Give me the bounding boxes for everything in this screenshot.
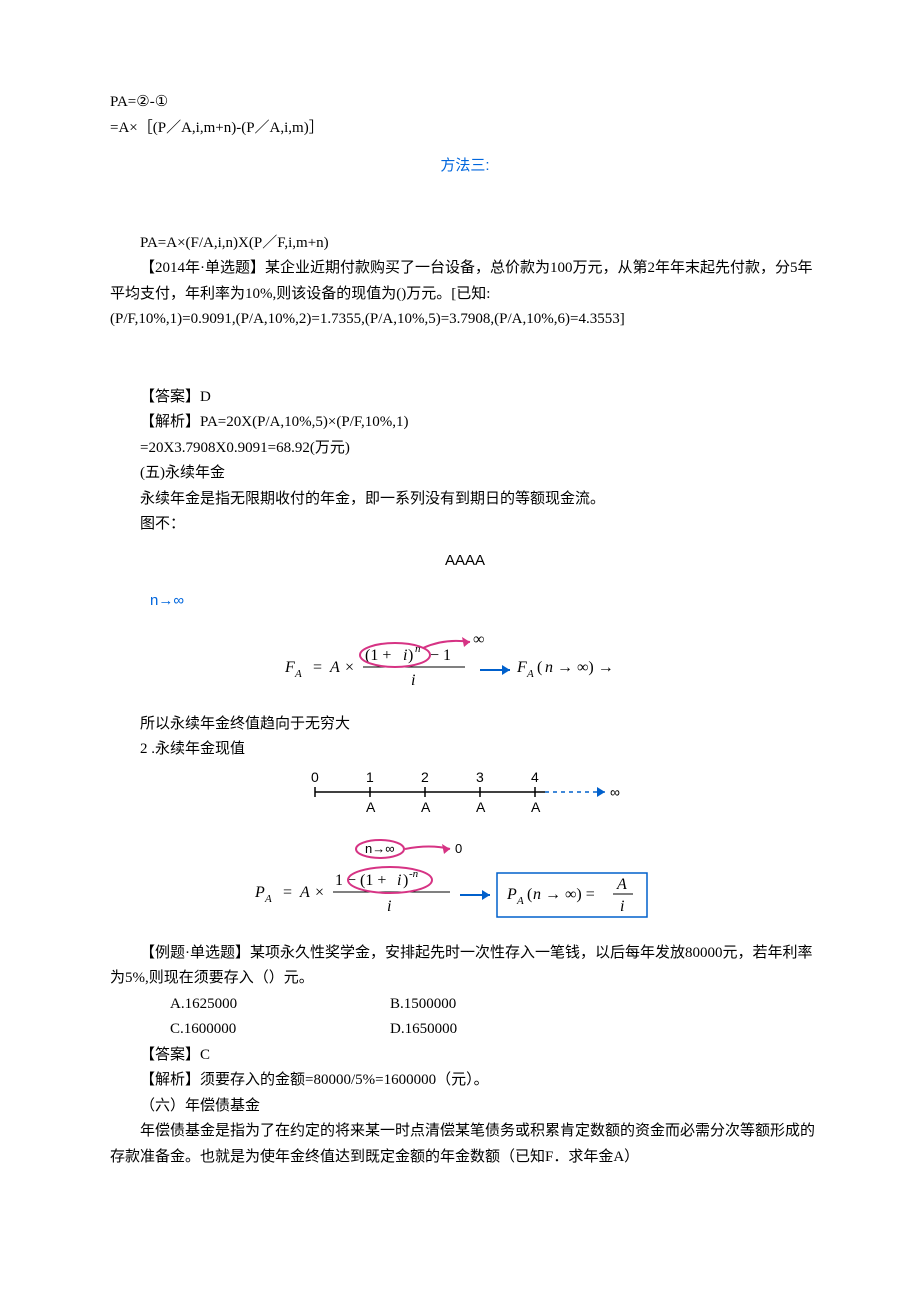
svg-text:→ ∞) =: → ∞) = (545, 886, 595, 903)
section-5-desc: 永续年金是指无限期收付的年金，即一系列没有到期日的等额现金流。 (110, 487, 820, 513)
question-1-given: (P/F,10%,1)=0.9091,(P/A,10%,2)=1.7355,(P… (110, 307, 820, 333)
svg-text:): ) (403, 872, 408, 889)
svg-text:A: A (366, 799, 376, 815)
svg-text:A: A (516, 895, 524, 907)
answer-2: 【答案】C (110, 1043, 820, 1069)
svg-text:A: A (294, 668, 302, 680)
pv-title: 2 .永续年金现值 (110, 737, 820, 763)
svg-text:A: A (526, 668, 534, 680)
svg-text:×: × (345, 659, 354, 676)
option-b: B.1500000 (360, 992, 456, 1018)
svg-text:A: A (616, 876, 627, 893)
method-label: 方法三: (110, 153, 820, 179)
svg-text:n→∞: n→∞ (365, 841, 395, 856)
svg-text:→ ∞) →: → ∞) → (557, 659, 614, 676)
letters-aaaa: AAAA (110, 548, 820, 574)
svg-text:i: i (620, 898, 624, 915)
svg-text:− 1: − 1 (430, 647, 451, 664)
svg-text:n: n (545, 659, 553, 676)
analysis-2: 【解析】须要存入的金额=80000/5%=1600000（元）。 (110, 1068, 820, 1094)
question-1-text: 【2014年·单选题】某企业近期付款购买了一台设备，总价款为100万元，从第2年… (110, 256, 820, 307)
pv-formula-block: n→∞ 0 P A = A × 1 − (1 + i ) -n i (110, 839, 820, 929)
svg-text:=: = (313, 659, 322, 676)
section-5-title: (五)永续年金 (110, 461, 820, 487)
svg-text:0: 0 (455, 841, 462, 856)
svg-text:P: P (506, 886, 517, 903)
n-infinity-label: n→∞ (150, 592, 184, 609)
options-row-2: C.1600000 D.1650000 (110, 1017, 820, 1043)
fv-formula-block: F A = A × (1 + i ) n − 1 i ∞ (110, 630, 820, 700)
svg-text:): ) (408, 647, 413, 664)
svg-text:F: F (516, 659, 527, 676)
svg-text:A: A (476, 799, 486, 815)
question-1-prefix: 【2014年·单选题】某企业近期付款购买了一台设备，总价款为100万元，从第2年… (110, 260, 813, 302)
question-2-text: 【例题·单选题】某项永久性奖学金，安排起先时一次性存入一笔钱，以后每年发放800… (110, 941, 820, 992)
svg-text:=: = (283, 884, 292, 901)
svg-text:4: 4 (531, 769, 539, 785)
svg-text:2: 2 (421, 769, 429, 785)
fv-conclusion: 所以永续年金终值趋向于无穷大 (110, 712, 820, 738)
pv-timeline-block: 0 1 2 3 4 ∞ A A A A (110, 767, 820, 827)
svg-text:(: ( (527, 886, 532, 903)
formula-line-1: PA=②-① (110, 90, 820, 116)
svg-text:∞: ∞ (473, 631, 484, 648)
svg-text:i: i (411, 672, 415, 689)
pv-formula-svg: n→∞ 0 P A = A × 1 − (1 + i ) -n i (235, 839, 695, 929)
analysis-1a: 【解析】PA=20X(P/A,10%,5)×(P/F,10%,1) (110, 410, 820, 436)
svg-text:F: F (284, 659, 295, 676)
option-c: C.1600000 (140, 1017, 360, 1043)
pv-timeline-svg: 0 1 2 3 4 ∞ A A A A (285, 767, 645, 827)
figure-label: 图不： (110, 512, 820, 538)
svg-text:A: A (329, 659, 340, 676)
svg-text:P: P (254, 884, 265, 901)
fv-formula-svg: F A = A × (1 + i ) n − 1 i ∞ (255, 630, 675, 700)
analysis-1b: =20X3.7908X0.9091=68.92(万元) (110, 436, 820, 462)
svg-text:i: i (397, 872, 401, 889)
svg-text:A: A (531, 799, 541, 815)
section-6-desc: 年偿债基金是指为了在约定的将来某一时点清偿某笔债务或积累肯定数额的资金而必需分次… (110, 1119, 820, 1170)
svg-text:A: A (264, 893, 272, 905)
svg-text:1: 1 (366, 769, 374, 785)
svg-text:3: 3 (476, 769, 484, 785)
svg-text:n: n (533, 886, 541, 903)
svg-text:A: A (421, 799, 431, 815)
option-a: A.1625000 (140, 992, 360, 1018)
option-d: D.1650000 (360, 1017, 457, 1043)
svg-text:A: A (299, 884, 310, 901)
svg-text:∞: ∞ (610, 784, 620, 800)
svg-text:(1 +: (1 + (365, 647, 391, 664)
svg-text:0: 0 (311, 769, 319, 785)
document-page: PA=②-① =A×［(P／A,i,m+n)-(P／A,i,m)］ 方法三: P… (0, 0, 920, 1301)
options-row-1: A.1625000 B.1500000 (110, 992, 820, 1018)
svg-text:i: i (387, 898, 391, 915)
svg-text:(: ( (537, 659, 542, 676)
formula-line-2: =A×［(P／A,i,m+n)-(P／A,i,m)］ (110, 116, 820, 142)
svg-text:1 − (1 +: 1 − (1 + (335, 872, 386, 889)
section-6-title: （六）年偿债基金 (110, 1094, 820, 1120)
answer-1: 【答案】D (110, 385, 820, 411)
svg-text:i: i (403, 647, 407, 664)
svg-text:×: × (315, 884, 324, 901)
formula-line-3: PA=A×(F/A,i,n)X(P／F,i,m+n) (110, 231, 820, 257)
